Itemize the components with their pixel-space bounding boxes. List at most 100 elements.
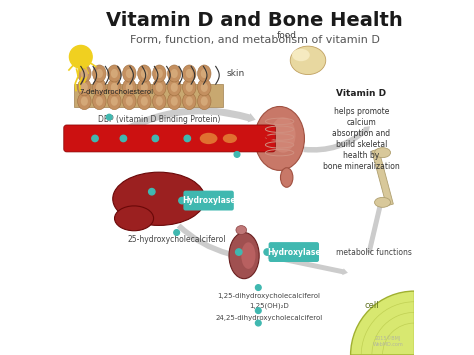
Circle shape xyxy=(120,135,127,142)
Ellipse shape xyxy=(229,233,259,279)
Text: skin: skin xyxy=(227,69,245,78)
Text: helps promote
calcium
absorption and
build skeletal
health by
bone mineralizatio: helps promote calcium absorption and bui… xyxy=(323,106,400,171)
Bar xyxy=(372,149,393,206)
Ellipse shape xyxy=(141,97,148,106)
Circle shape xyxy=(255,308,261,313)
Ellipse shape xyxy=(156,97,163,106)
Ellipse shape xyxy=(167,65,181,82)
Ellipse shape xyxy=(123,65,136,82)
Text: Hydroxylase: Hydroxylase xyxy=(267,247,320,257)
Ellipse shape xyxy=(108,93,121,110)
Circle shape xyxy=(179,197,185,204)
Circle shape xyxy=(69,45,92,68)
Ellipse shape xyxy=(137,93,151,110)
Ellipse shape xyxy=(290,46,326,75)
Ellipse shape xyxy=(171,69,178,78)
Text: 1,25(OH)₂D: 1,25(OH)₂D xyxy=(249,302,289,308)
Text: metabolic functions: metabolic functions xyxy=(337,247,412,257)
Text: 25-hydroxycholecalciferol: 25-hydroxycholecalciferol xyxy=(128,235,226,244)
FancyBboxPatch shape xyxy=(183,191,234,211)
Ellipse shape xyxy=(92,65,106,82)
Ellipse shape xyxy=(167,79,181,96)
FancyBboxPatch shape xyxy=(269,242,319,262)
Ellipse shape xyxy=(156,83,163,92)
Ellipse shape xyxy=(201,97,208,106)
Ellipse shape xyxy=(78,79,91,96)
Ellipse shape xyxy=(153,79,166,96)
Ellipse shape xyxy=(182,65,196,82)
Circle shape xyxy=(92,135,98,142)
Circle shape xyxy=(255,320,261,326)
Ellipse shape xyxy=(81,69,88,78)
Circle shape xyxy=(234,152,240,157)
Ellipse shape xyxy=(153,93,166,110)
Ellipse shape xyxy=(81,97,88,106)
Ellipse shape xyxy=(198,93,211,110)
Ellipse shape xyxy=(167,93,181,110)
Ellipse shape xyxy=(96,83,103,92)
Circle shape xyxy=(174,230,180,235)
Ellipse shape xyxy=(123,79,136,96)
Ellipse shape xyxy=(92,93,106,110)
Text: Hydroxylase: Hydroxylase xyxy=(182,196,236,205)
Ellipse shape xyxy=(223,134,237,143)
Text: cell: cell xyxy=(365,301,379,310)
Ellipse shape xyxy=(111,83,118,92)
Ellipse shape xyxy=(171,83,178,92)
Ellipse shape xyxy=(374,197,391,207)
Ellipse shape xyxy=(113,172,205,225)
Ellipse shape xyxy=(126,69,133,78)
Text: 24,25-dihydroxycholecalciferol: 24,25-dihydroxycholecalciferol xyxy=(215,315,323,321)
Ellipse shape xyxy=(201,69,208,78)
Ellipse shape xyxy=(115,206,154,231)
Ellipse shape xyxy=(171,97,178,106)
Ellipse shape xyxy=(271,117,296,153)
Text: Form, function, and metabolism of vitamin D: Form, function, and metabolism of vitami… xyxy=(130,36,380,45)
Ellipse shape xyxy=(153,65,166,82)
Text: 2015©BMJ
WebMD.com: 2015©BMJ WebMD.com xyxy=(373,335,403,346)
Wedge shape xyxy=(351,291,414,355)
FancyBboxPatch shape xyxy=(64,125,275,152)
Ellipse shape xyxy=(201,83,208,92)
Ellipse shape xyxy=(137,79,151,96)
Ellipse shape xyxy=(156,69,163,78)
Ellipse shape xyxy=(281,168,293,187)
Ellipse shape xyxy=(182,93,196,110)
Ellipse shape xyxy=(198,79,211,96)
Ellipse shape xyxy=(92,79,106,96)
Ellipse shape xyxy=(108,65,121,82)
Text: food: food xyxy=(277,31,297,40)
Ellipse shape xyxy=(236,226,246,234)
Ellipse shape xyxy=(186,69,193,78)
Ellipse shape xyxy=(111,69,118,78)
Ellipse shape xyxy=(126,97,133,106)
Ellipse shape xyxy=(182,79,196,96)
Ellipse shape xyxy=(186,83,193,92)
Ellipse shape xyxy=(111,97,118,106)
Text: 7-dehydrocholesterol: 7-dehydrocholesterol xyxy=(79,89,154,95)
Ellipse shape xyxy=(81,83,88,92)
Circle shape xyxy=(184,135,191,142)
Ellipse shape xyxy=(374,148,391,158)
Ellipse shape xyxy=(292,49,310,61)
Circle shape xyxy=(264,249,270,255)
Ellipse shape xyxy=(255,106,304,170)
Ellipse shape xyxy=(108,79,121,96)
Ellipse shape xyxy=(200,133,218,144)
Text: Vitamin D: Vitamin D xyxy=(336,89,386,98)
Circle shape xyxy=(152,135,158,142)
Text: 1,25-dihydroxycholecalciferol: 1,25-dihydroxycholecalciferol xyxy=(218,294,320,299)
Bar xyxy=(73,84,223,106)
Circle shape xyxy=(106,114,112,120)
Text: DBP (vitamin D Binding Protein): DBP (vitamin D Binding Protein) xyxy=(98,115,220,124)
Ellipse shape xyxy=(78,65,91,82)
Ellipse shape xyxy=(96,97,103,106)
Ellipse shape xyxy=(186,97,193,106)
Ellipse shape xyxy=(126,83,133,92)
Ellipse shape xyxy=(96,69,103,78)
Ellipse shape xyxy=(78,93,91,110)
Ellipse shape xyxy=(137,65,151,82)
Ellipse shape xyxy=(241,242,255,269)
Text: Vitamin D and Bone Health: Vitamin D and Bone Health xyxy=(106,11,403,30)
Ellipse shape xyxy=(141,83,148,92)
